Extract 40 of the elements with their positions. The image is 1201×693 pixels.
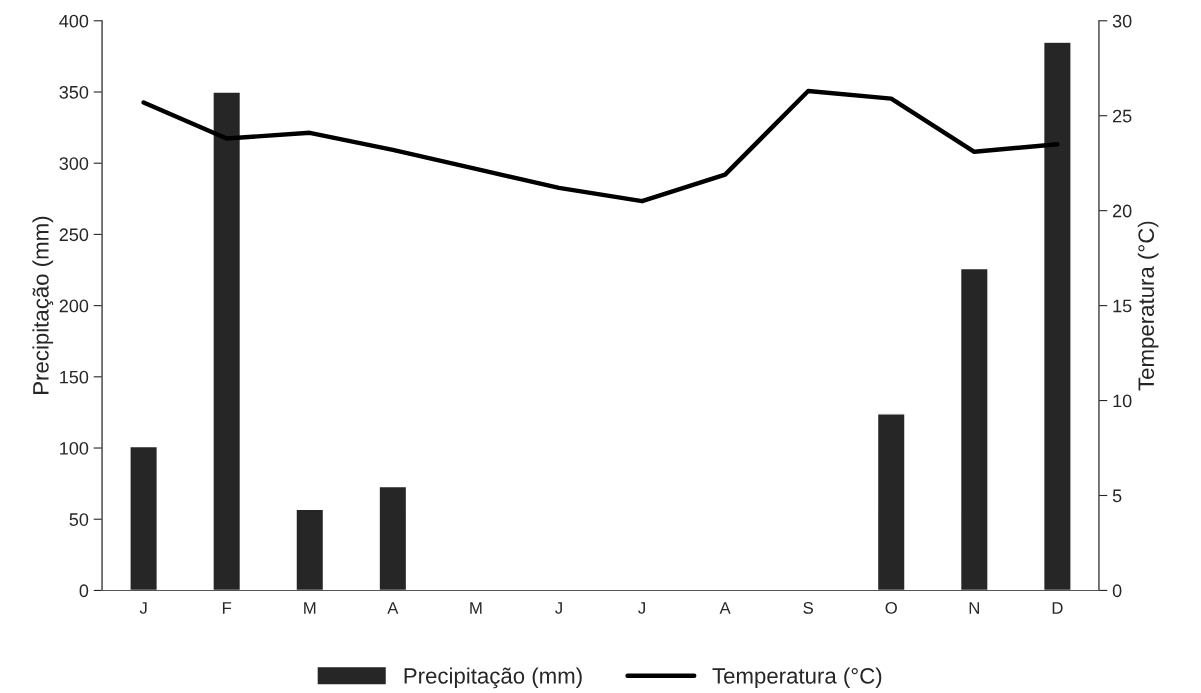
y-tick-label: 350 [59, 85, 89, 99]
legend-label: Temperatura (°C) [712, 667, 882, 689]
x-tick-label: M [470, 602, 482, 614]
x-tick-label: N [969, 602, 979, 614]
x-tick-label: F [222, 602, 232, 614]
y2-tick-label: 10 [1113, 394, 1132, 408]
y2-tick-label: 20 [1113, 204, 1132, 218]
y-axis-title: Precipitação (mm) [32, 216, 54, 394]
y2-tick-label: 0 [1112, 584, 1122, 598]
x-tick-label: M [304, 602, 316, 614]
y-tick-label: 250 [59, 228, 89, 242]
y-tick-label: 50 [69, 513, 89, 526]
x-tick-label: D [1052, 602, 1063, 614]
y-tick-label: 150 [60, 370, 89, 384]
y-tick-label: 0 [79, 584, 89, 598]
bar [378, 485, 408, 591]
bar [1042, 41, 1072, 591]
y-tick-label: 400 [59, 14, 89, 28]
y2-axis-title: Temperatura (°C) [1137, 221, 1159, 391]
bar [129, 445, 159, 591]
x-tick-label: J [555, 602, 562, 614]
x-tick-label: A [387, 602, 399, 614]
y-tick-label: 200 [59, 299, 89, 313]
line-series [141, 88, 1060, 204]
x-tick-label: A [719, 602, 731, 614]
y2-tick-label: 25 [1113, 109, 1132, 123]
bar [876, 413, 906, 591]
x-tick-label: S [803, 601, 813, 614]
bar [212, 91, 242, 591]
y2-tick-label: 30 [1112, 14, 1132, 28]
x-tick-label: J [638, 602, 645, 614]
y-tick-label: 100 [60, 441, 89, 455]
y2-tick-label: 5 [1112, 489, 1122, 503]
bar [959, 267, 989, 591]
legend-label: Precipitação (mm) [404, 667, 582, 689]
y2-tick-label: 15 [1113, 299, 1132, 313]
x-tick-label: O [885, 601, 897, 614]
bar [295, 508, 325, 591]
x-tick-label: J [139, 602, 147, 614]
y-tick-label: 300 [59, 157, 89, 170]
